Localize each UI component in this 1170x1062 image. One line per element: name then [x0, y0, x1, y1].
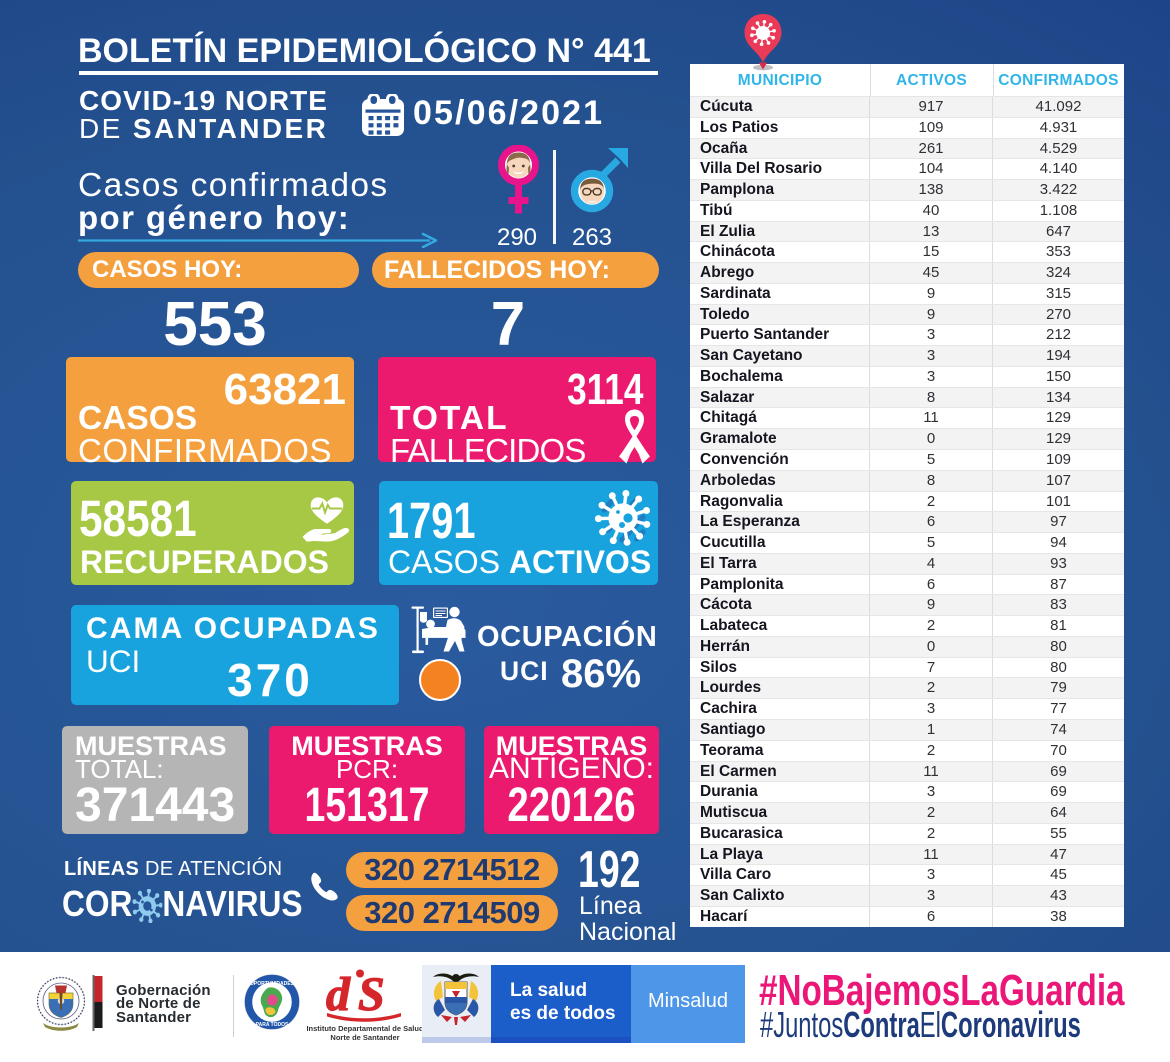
svg-text:OPORTUNIDADES: OPORTUNIDADES [250, 981, 295, 987]
svg-text:d: d [326, 968, 351, 1021]
svg-text:PARA TODOS: PARA TODOS [256, 1022, 289, 1028]
